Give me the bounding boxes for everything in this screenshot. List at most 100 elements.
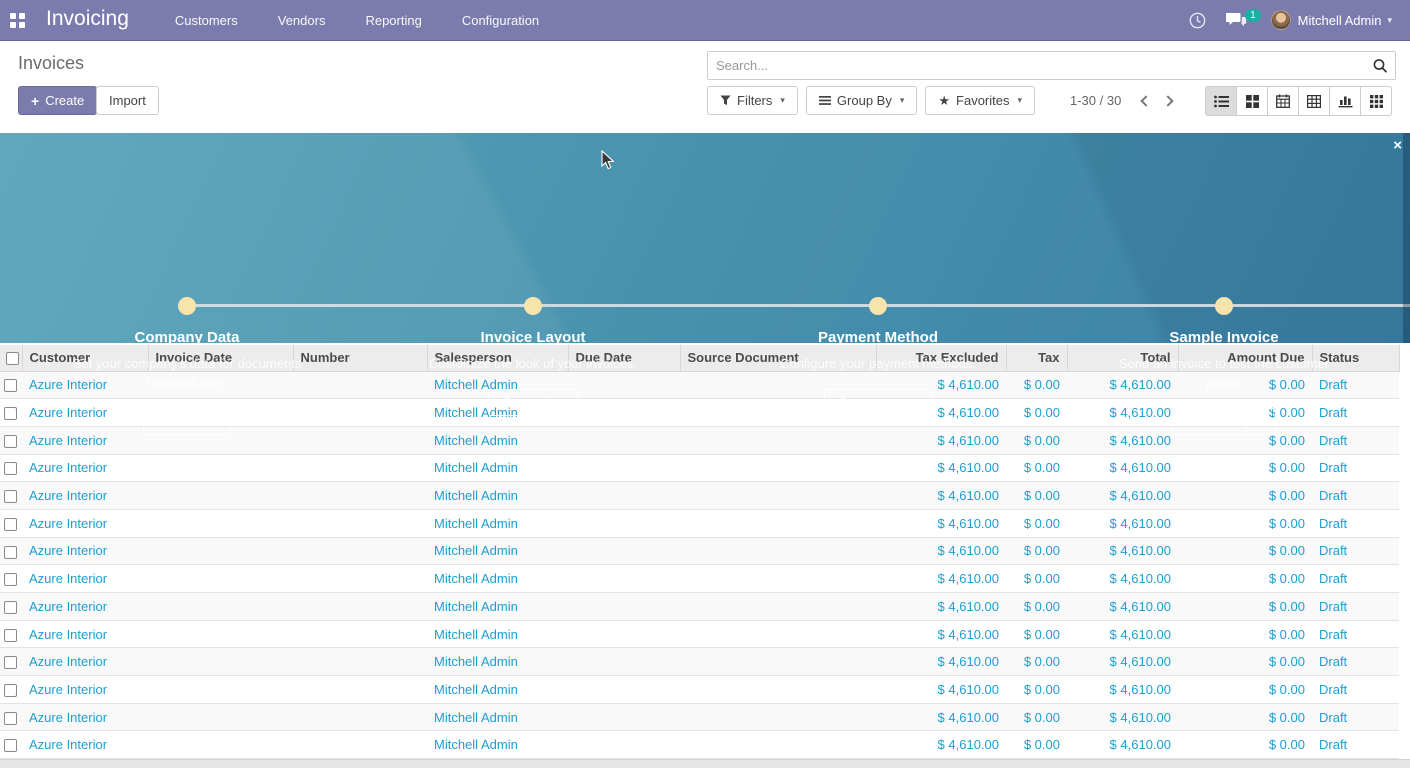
group-by-button[interactable]: Group By ▾ <box>805 86 918 115</box>
select-all-header[interactable] <box>0 345 23 372</box>
filters-button[interactable]: Filters ▾ <box>707 86 798 115</box>
cell-salesperson[interactable]: Mitchell Admin <box>427 703 568 732</box>
cell-customer[interactable]: Azure Interior <box>22 564 148 593</box>
cell-source_document[interactable] <box>680 509 876 538</box>
pager-next-button[interactable] <box>1157 86 1179 115</box>
cell-due_date[interactable] <box>568 647 680 677</box>
cell-due_date[interactable] <box>568 509 680 538</box>
cell-customer[interactable]: Azure Interior <box>22 537 148 566</box>
cell-invoice_date[interactable] <box>148 537 293 566</box>
column-header-number[interactable]: Number <box>292 345 428 372</box>
cell-due_date[interactable] <box>568 371 680 400</box>
cell-tax_excluded[interactable]: $ 4,610.00 <box>876 481 1006 510</box>
send-sample-button[interactable]: Send sample <box>1172 407 1276 435</box>
cell-number[interactable] <box>293 537 427 566</box>
cell-invoice_date[interactable] <box>148 703 293 732</box>
cell-due_date[interactable] <box>568 675 680 704</box>
cell-invoice_date[interactable] <box>148 454 293 483</box>
cell-amount_due[interactable]: $ 0.00 <box>1178 481 1312 510</box>
customize-button[interactable]: Customize <box>488 388 578 416</box>
cell-invoice_date[interactable] <box>148 426 293 455</box>
list-view-button[interactable] <box>1205 86 1237 116</box>
cell-source_document[interactable] <box>680 730 876 760</box>
cell-number[interactable] <box>293 371 427 400</box>
cell-total[interactable]: $ 4,610.00 <box>1067 398 1178 427</box>
cell-tax_excluded[interactable]: $ 4,610.00 <box>876 592 1006 621</box>
pivot-view-button[interactable] <box>1298 86 1330 116</box>
cell-customer[interactable]: Azure Interior <box>22 647 148 677</box>
cell-tax[interactable]: $ 0.00 <box>1006 481 1067 510</box>
cell-tax_excluded[interactable]: $ 4,610.00 <box>876 454 1006 483</box>
cell-total[interactable]: $ 4,610.00 <box>1067 537 1178 566</box>
cell-number[interactable] <box>293 481 427 510</box>
table-row[interactable]: Azure Interior Mitchell Admin $ 4,610.00 $ … <box>0 564 1399 593</box>
cell-number[interactable] <box>293 426 427 455</box>
user-menu[interactable]: Mitchell Admin ▾ <box>1267 10 1396 30</box>
activity-view-button[interactable] <box>1360 86 1392 116</box>
column-header-total[interactable]: Total <box>1066 345 1179 372</box>
cell-amount_due[interactable]: $ 0.00 <box>1178 592 1312 621</box>
pager-previous-button[interactable] <box>1135 86 1157 115</box>
lets-start-button[interactable]: Let's start! <box>143 407 231 435</box>
menu-configuration[interactable]: Configuration <box>461 12 540 28</box>
row-checkbox[interactable] <box>4 462 17 476</box>
activities-button[interactable] <box>1179 0 1216 40</box>
cell-source_document[interactable] <box>680 564 876 593</box>
cell-tax_excluded[interactable]: $ 4,610.00 <box>876 564 1006 593</box>
cell-source_document[interactable] <box>680 454 876 483</box>
menu-reporting[interactable]: Reporting <box>365 12 422 28</box>
cell-amount_due[interactable]: $ 0.00 <box>1178 509 1312 538</box>
cell-amount_due[interactable]: $ 0.00 <box>1178 647 1312 677</box>
cell-salesperson[interactable]: Mitchell Admin <box>427 426 568 455</box>
cell-number[interactable] <box>293 675 427 704</box>
cell-total[interactable]: $ 4,610.00 <box>1067 620 1178 649</box>
row-checkbox-cell[interactable] <box>0 371 22 400</box>
table-row[interactable]: Azure Interior Mitchell Admin $ 4,610.00 $ … <box>0 371 1399 400</box>
row-checkbox-cell[interactable] <box>0 675 22 704</box>
table-row[interactable]: Azure Interior Mitchell Admin $ 4,610.00 $ … <box>0 537 1399 566</box>
cell-status[interactable]: Draft <box>1312 675 1399 704</box>
cell-invoice_date[interactable] <box>148 647 293 677</box>
cell-source_document[interactable] <box>680 647 876 677</box>
cell-salesperson[interactable]: Mitchell Admin <box>427 620 568 649</box>
row-checkbox-cell[interactable] <box>0 647 22 677</box>
graph-view-button[interactable] <box>1329 86 1361 116</box>
row-checkbox-cell[interactable] <box>0 509 22 538</box>
cell-total[interactable]: $ 4,610.00 <box>1067 647 1178 677</box>
cell-tax[interactable]: $ 0.00 <box>1006 592 1067 621</box>
kanban-view-button[interactable] <box>1236 86 1268 116</box>
cell-tax[interactable]: $ 0.00 <box>1006 371 1067 400</box>
messages-button[interactable]: 1 <box>1216 0 1261 40</box>
cell-total[interactable]: $ 4,610.00 <box>1067 564 1178 593</box>
cell-invoice_date[interactable] <box>148 371 293 400</box>
cell-tax_excluded[interactable]: $ 4,610.00 <box>876 537 1006 566</box>
cell-customer[interactable]: Azure Interior <box>22 675 148 704</box>
table-row[interactable]: Azure Interior Mitchell Admin $ 4,610.00 $ … <box>0 398 1399 427</box>
cell-invoice_date[interactable] <box>148 481 293 510</box>
table-row[interactable]: Azure Interior Mitchell Admin $ 4,610.00 $ … <box>0 703 1399 732</box>
row-checkbox-cell[interactable] <box>0 620 22 649</box>
row-checkbox-cell[interactable] <box>0 592 22 621</box>
cell-number[interactable] <box>293 620 427 649</box>
cell-due_date[interactable] <box>568 592 680 621</box>
cell-due_date[interactable] <box>568 730 680 760</box>
import-button[interactable]: Import <box>96 86 159 115</box>
cell-tax[interactable]: $ 0.00 <box>1006 564 1067 593</box>
menu-vendors[interactable]: Vendors <box>277 12 326 28</box>
cell-status[interactable]: Draft <box>1312 647 1399 677</box>
column-header-source_document[interactable]: Source Document <box>679 345 877 372</box>
cell-tax_excluded[interactable]: $ 4,610.00 <box>876 371 1006 400</box>
create-button[interactable]: + Create <box>18 86 98 115</box>
row-checkbox[interactable] <box>4 434 17 448</box>
table-row[interactable]: Azure Interior Mitchell Admin $ 4,610.00 $ … <box>0 592 1399 621</box>
table-row[interactable]: Azure Interior Mitchell Admin $ 4,610.00 $ … <box>0 675 1399 704</box>
cell-status[interactable]: Draft <box>1312 398 1399 427</box>
row-checkbox[interactable] <box>4 711 17 725</box>
row-checkbox-cell[interactable] <box>0 426 22 455</box>
cell-salesperson[interactable]: Mitchell Admin <box>427 454 568 483</box>
cell-tax_excluded[interactable]: $ 4,610.00 <box>876 647 1006 677</box>
cell-amount_due[interactable]: $ 0.00 <box>1178 730 1312 760</box>
cell-tax_excluded[interactable]: $ 4,610.00 <box>876 426 1006 455</box>
cell-number[interactable] <box>293 592 427 621</box>
cell-total[interactable]: $ 4,610.00 <box>1067 371 1178 400</box>
